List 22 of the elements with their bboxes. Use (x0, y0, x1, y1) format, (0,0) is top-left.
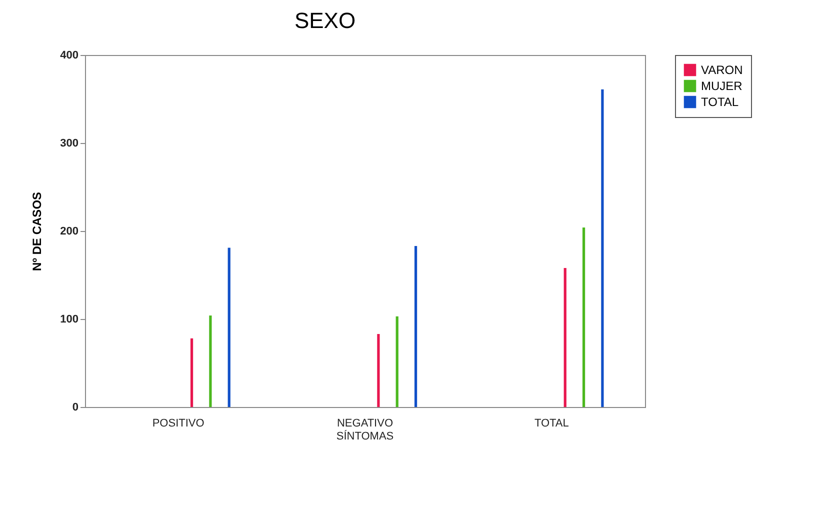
y-axis-title: Nº DE CASOS (30, 192, 44, 272)
x-tick-label: NEGATIVO SÍNTOMAS (336, 418, 394, 442)
y-tick-label: 400 (60, 50, 78, 62)
legend-label: VARON (701, 63, 743, 77)
bar (582, 227, 586, 407)
bar (190, 338, 194, 407)
bar (414, 246, 418, 407)
bar (377, 334, 380, 407)
legend-label: TOTAL (701, 95, 739, 109)
bar (564, 268, 566, 407)
bar (396, 316, 398, 407)
bar (228, 248, 230, 407)
x-tick-label: TOTAL (534, 418, 569, 430)
legend-label: MUJER (701, 79, 743, 93)
x-tick-label: POSITIVO (152, 418, 205, 430)
bar (209, 315, 212, 407)
y-tick-label: 200 (60, 226, 78, 238)
y-tick-label: 0 (72, 402, 78, 414)
bar (601, 89, 604, 407)
y-tick-label: 300 (60, 138, 78, 150)
y-tick-label: 100 (60, 314, 78, 326)
chart-title: SEXO (294, 8, 356, 33)
